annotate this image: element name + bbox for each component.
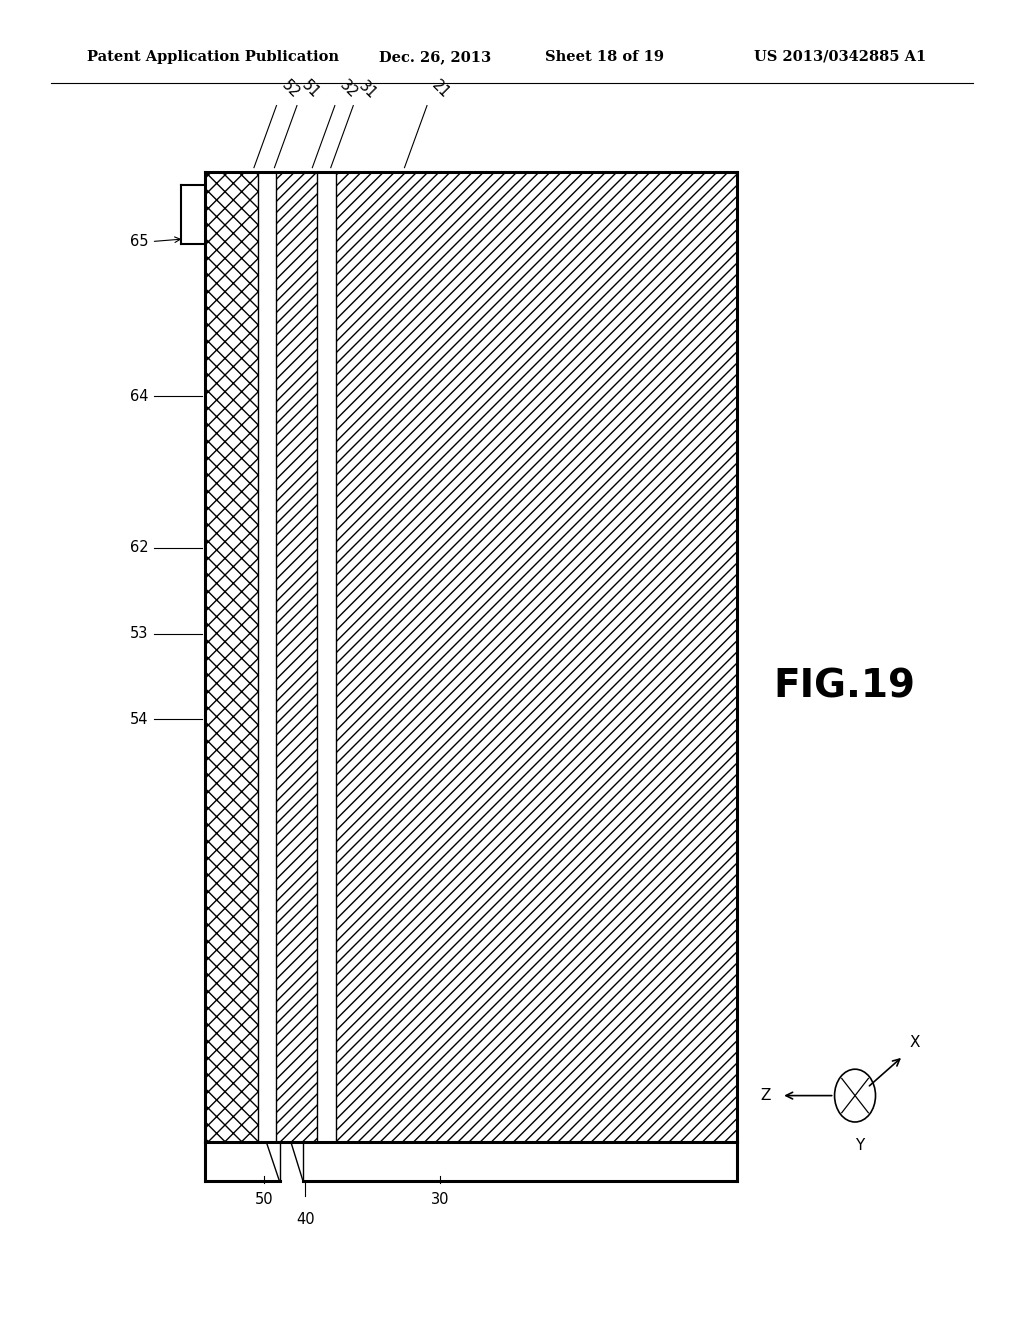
Text: 62: 62: [130, 540, 148, 556]
Text: 52: 52: [279, 78, 302, 102]
Text: 32: 32: [337, 78, 360, 102]
Bar: [205, 172, 737, 1142]
Text: 40: 40: [296, 1212, 314, 1226]
Text: X: X: [909, 1035, 920, 1051]
Text: 30: 30: [431, 1192, 450, 1206]
Text: Dec. 26, 2013: Dec. 26, 2013: [379, 50, 492, 63]
Text: Patent Application Publication: Patent Application Publication: [87, 50, 339, 63]
Text: 50: 50: [255, 1192, 273, 1206]
Text: 53: 53: [130, 626, 148, 642]
Bar: [258, 172, 276, 1142]
Bar: [276, 172, 317, 1142]
Bar: [336, 172, 737, 1142]
Text: Y: Y: [855, 1138, 865, 1154]
Text: 21: 21: [429, 78, 453, 102]
Bar: [205, 172, 258, 1142]
Text: 65: 65: [130, 234, 148, 249]
Text: Sheet 18 of 19: Sheet 18 of 19: [545, 50, 664, 63]
Text: 54: 54: [130, 711, 148, 727]
Text: 64: 64: [130, 388, 148, 404]
Text: US 2013/0342885 A1: US 2013/0342885 A1: [754, 50, 926, 63]
Text: 51: 51: [299, 78, 323, 102]
Text: FIG.19: FIG.19: [774, 668, 915, 705]
Bar: [317, 172, 336, 1142]
Text: 31: 31: [355, 78, 379, 102]
Text: Z: Z: [761, 1088, 771, 1104]
